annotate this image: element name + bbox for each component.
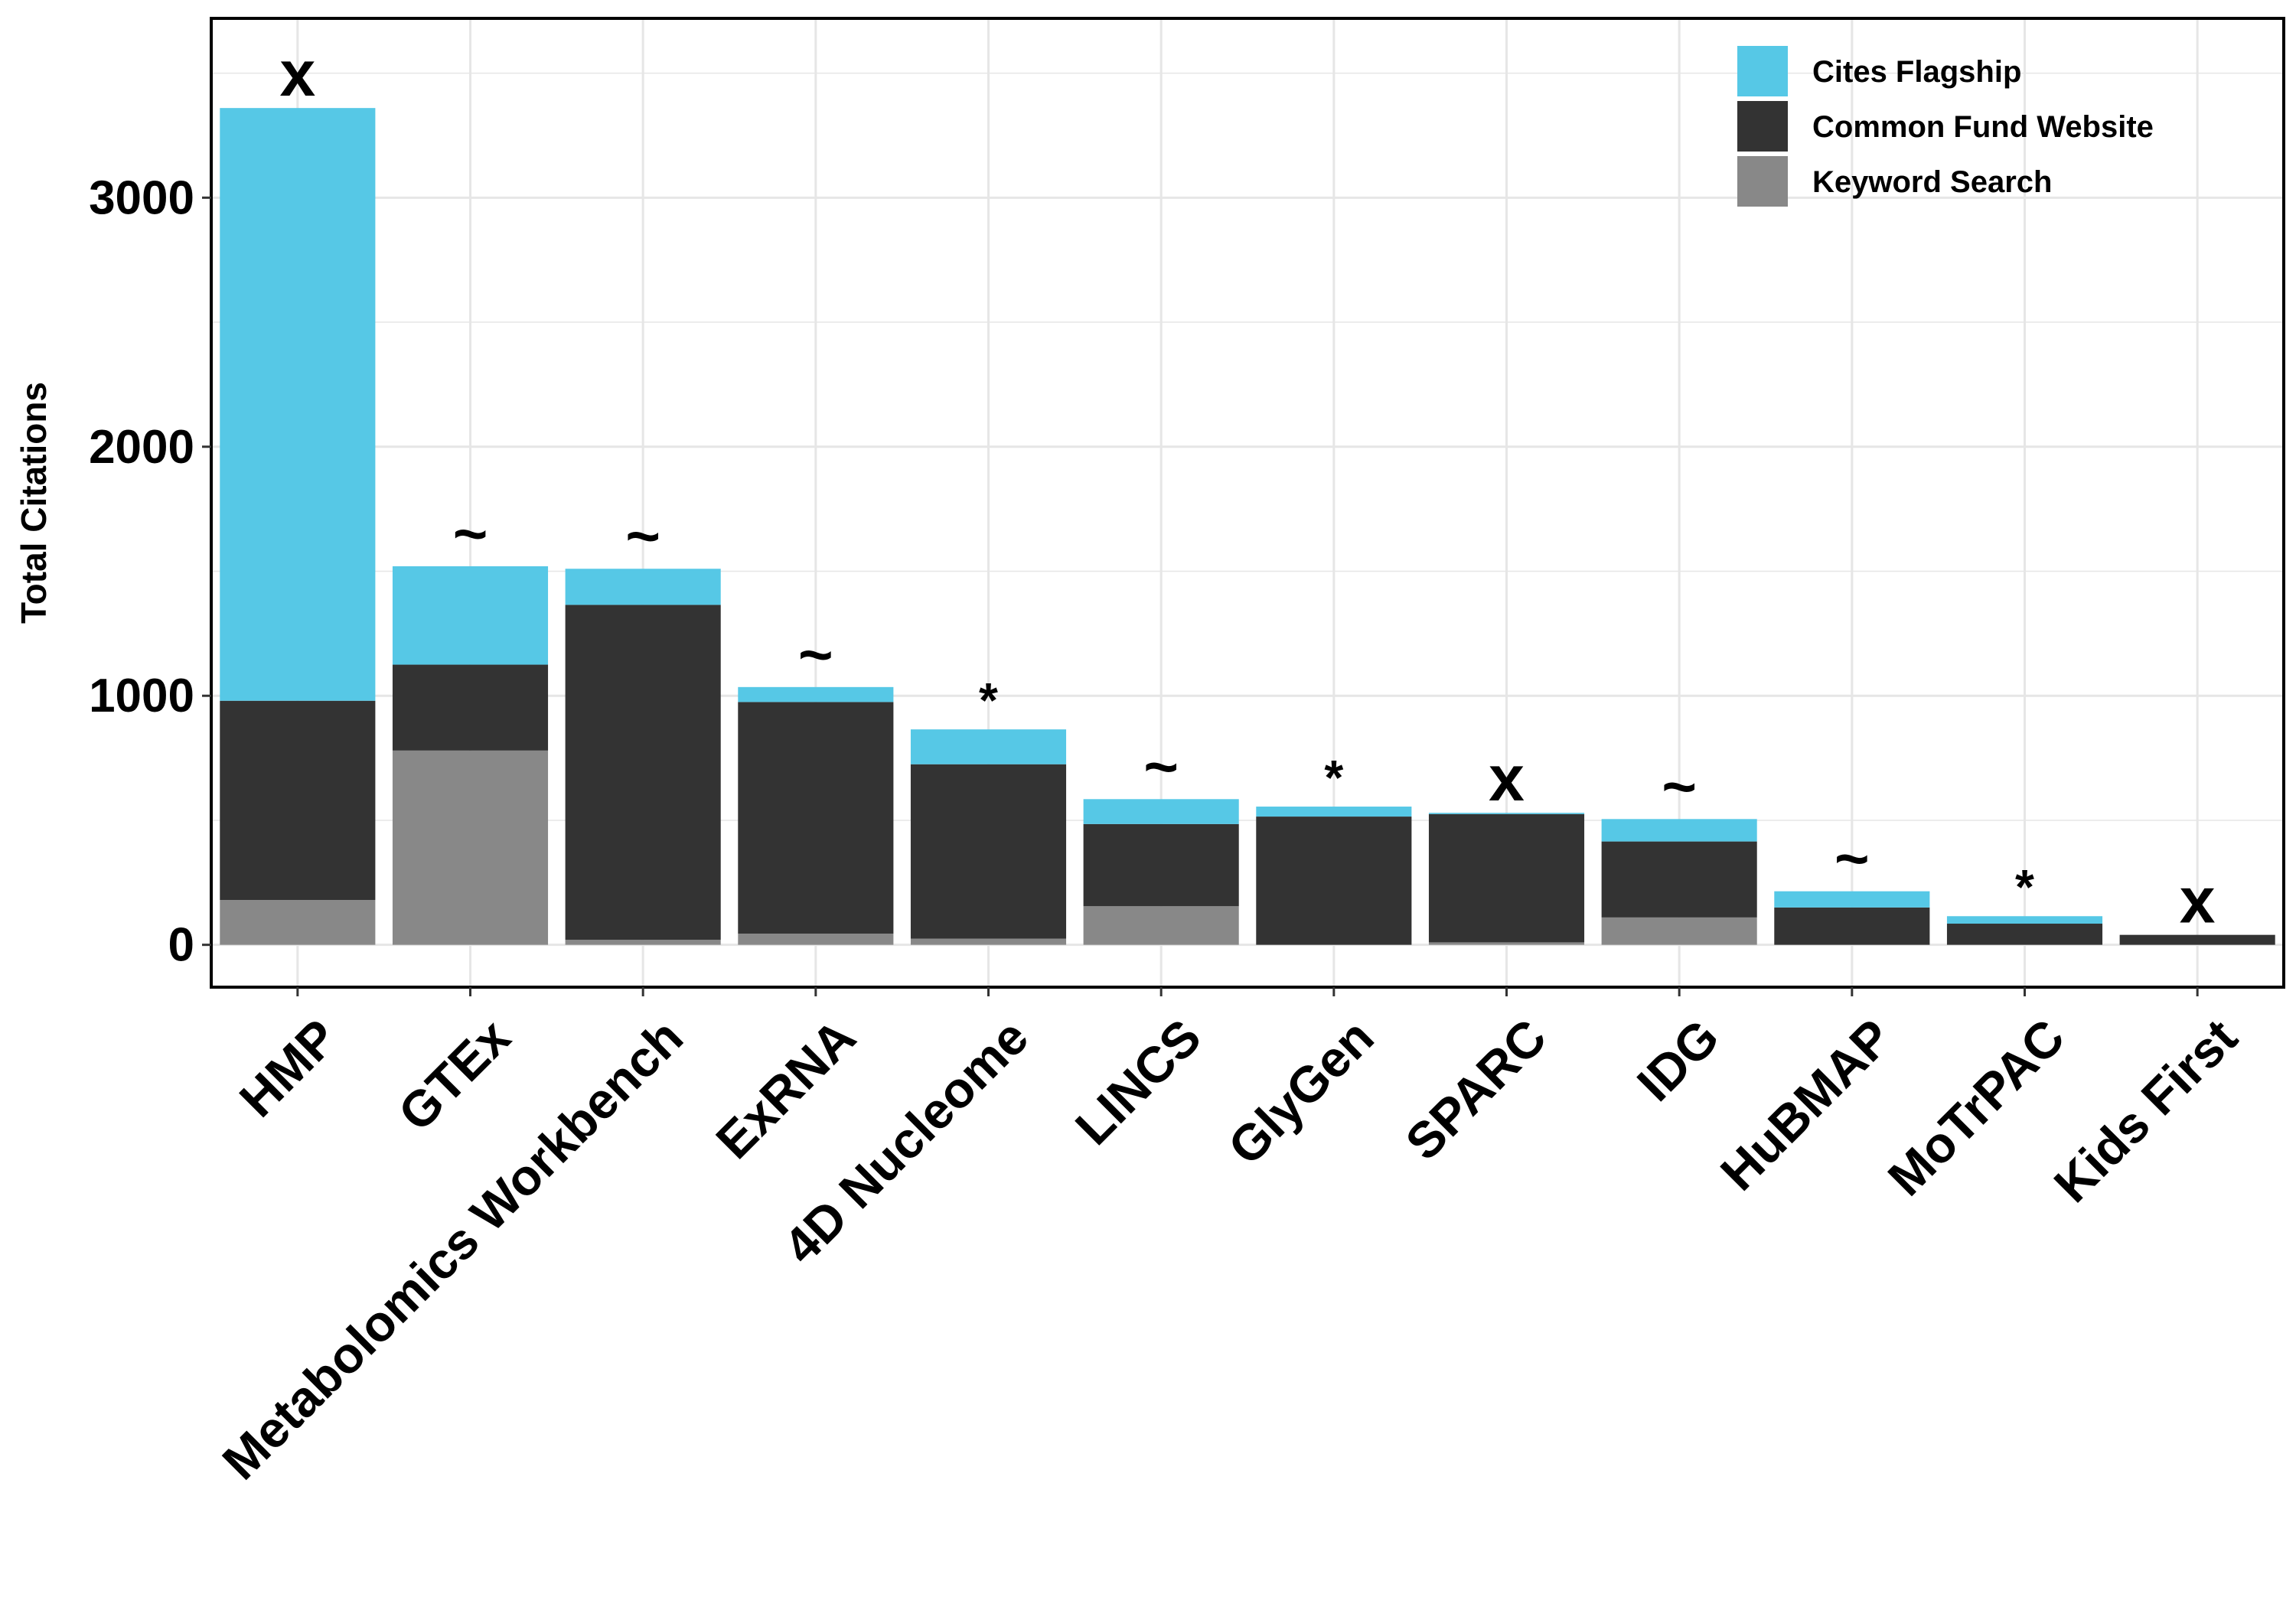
bar-segment-cites-flagship [1946,916,2103,924]
x-tick-label: GlyGen [1217,1009,1384,1175]
bar-segment-keyword-search [220,900,376,945]
y-tick-label: 1000 [89,670,194,722]
legend: Cites Flagship Common Fund Website Keyword… [1737,46,2154,207]
bar-segment-common-fund-website [220,700,376,901]
bar-segment-common-fund-website [392,664,549,751]
bar-segment-cites-flagship [1256,807,1412,817]
bar-annotation: x [279,37,315,109]
bar-segment-cites-flagship [392,566,549,665]
bar-segment-cites-flagship [1601,819,1757,842]
legend-label: Common Fund Website [1812,110,2154,144]
bar-annotation: ~ [453,500,488,567]
bar-annotation: ~ [625,502,660,569]
bar-annotation: ~ [798,621,833,688]
bar-segment-common-fund-website [1083,823,1239,907]
legend-swatch [1737,101,1788,152]
x-tick-label: HuBMAP [1710,1009,1903,1201]
bar-segment-keyword-search [392,750,549,945]
bar-segment-common-fund-website [1946,924,2103,945]
bar-segment-cites-flagship [220,108,376,701]
bar-segment-keyword-search [910,938,1067,945]
x-tick-label: IDG [1626,1009,1730,1112]
bar-segment-common-fund-website [1601,841,1757,918]
bar-segment-cites-flagship [1428,813,1585,814]
bar-segment-common-fund-website [1256,817,1412,945]
bar-segment-keyword-search [565,940,721,945]
bar-segment-cites-flagship [565,569,721,605]
bar-segment-cites-flagship [910,729,1067,764]
bar-segment-common-fund-website [1774,907,1930,945]
bar-segment-common-fund-website [2119,934,2275,945]
x-tick-label: MoTrPAC [1877,1009,2075,1207]
bar-segment-common-fund-website [738,702,894,934]
legend-swatch [1737,156,1788,207]
x-tick-label: Kids First [2043,1009,2248,1214]
x-tick-label: SPARC [1394,1009,1557,1171]
bar-annotation: x [1489,742,1525,814]
bar-annotation: * [979,673,998,728]
legend-swatch [1737,46,1788,96]
y-tick-label: 0 [168,919,194,972]
y-axis-ticks: 0 1000 2000 3000 [89,171,211,972]
bar-segment-cites-flagship [1774,891,1930,908]
bars [220,108,2275,945]
bar-segment-keyword-search [1428,942,1585,945]
x-tick-label: LINCS [1065,1009,1212,1156]
bar-annotation: * [2015,859,2034,914]
bar-annotation: ~ [1835,825,1870,892]
y-tick-label: 3000 [89,171,194,224]
bar-segment-common-fund-website [565,605,721,940]
plot-panel-border [210,17,2285,989]
bar-segment-keyword-search [738,934,894,945]
x-tick-label: HMP [229,1009,348,1128]
bar-segment-keyword-search [1083,906,1239,945]
x-tick-label: ExRNA [705,1009,866,1170]
legend-label: Keyword Search [1812,165,2052,199]
bar-segment-cites-flagship [738,686,894,702]
y-axis-title: Total Citations [14,382,54,624]
bar-segment-keyword-search [1601,917,1757,945]
bar-annotation: ~ [1143,732,1179,800]
bar-segment-common-fund-website [910,764,1067,939]
bar-annotation: ~ [1662,752,1697,820]
bar-annotation: x [2180,865,2216,937]
bar-annotation: * [1324,750,1343,805]
legend-label: Cites Flagship [1812,55,2021,89]
significance-annotations: x ~ ~ ~ * ~ * x ~ ~ * x [279,37,2215,936]
bar-segment-cites-flagship [1083,799,1239,824]
y-tick-label: 2000 [89,421,194,474]
x-tick-label: GTEx [387,1008,520,1141]
bar-segment-common-fund-website [1428,813,1585,943]
